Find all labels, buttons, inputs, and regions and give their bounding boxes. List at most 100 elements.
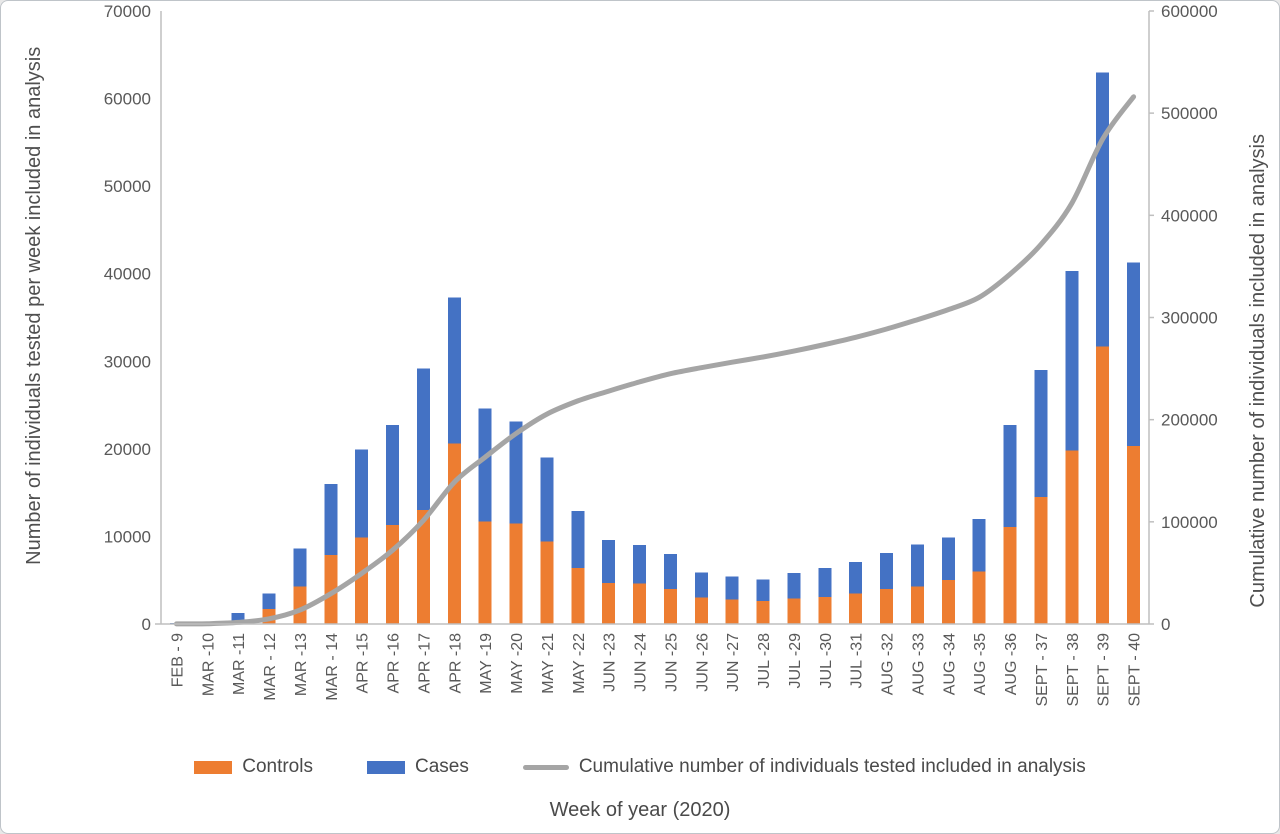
left-tick-label-30000: 30000 [104,352,151,371]
bar-cases-25 [941,537,955,581]
x-tick-label-15: JUN -24 [633,633,650,692]
bar-cases-6 [355,449,369,538]
bar-controls-11 [509,523,523,624]
bar-cases-13 [571,511,585,568]
bar-cases-17 [694,572,708,598]
bar-controls-7 [386,525,400,624]
x-tick-label-23: AUG -32 [880,633,897,695]
bar-cases-22 [849,561,863,594]
bar-controls-25 [941,580,955,624]
bar-cases-2 [231,613,245,622]
bar-controls-4 [293,586,307,624]
x-tick-label-12: MAY -21 [540,633,557,694]
left-tick-label-50000: 50000 [104,177,151,196]
bar-controls-15 [633,583,647,624]
bar-controls-23 [880,588,894,624]
right-tick-label-500000: 500000 [1161,104,1218,123]
bar-controls-8 [416,510,430,624]
x-tick-label-24: AUG -33 [910,633,927,695]
x-tick-label-17: JUN -26 [694,633,711,692]
bar-controls-13 [571,567,585,624]
x-tick-label-13: MAY -22 [571,633,588,694]
right-tick-label-300000: 300000 [1161,309,1218,328]
bar-cases-5 [324,483,338,555]
bar-cases-7 [386,425,400,526]
bar-cases-4 [293,548,307,587]
bar-controls-18 [725,599,739,624]
left-tick-label-0: 0 [142,615,151,634]
bar-controls-19 [756,601,770,624]
bar-cases-12 [540,457,554,542]
x-tick-label-6: APR -15 [355,633,372,694]
x-tick-label-20: JUL -29 [787,633,804,689]
bar-controls-21 [818,596,832,624]
right-tick-label-600000: 600000 [1161,2,1218,21]
legend: Controls Cases Cumulative number of indi… [1,756,1279,778]
legend-swatch-controls-icon [194,760,233,774]
bar-cases-26 [972,518,986,572]
bar-cases-9 [447,297,461,444]
x-tick-label-28: SEPT - 37 [1034,633,1051,707]
bar-controls-29 [1065,450,1079,624]
bar-controls-24 [910,586,924,624]
bar-cases-15 [633,545,647,584]
bar-cases-8 [416,368,430,511]
x-tick-label-9: APR -18 [447,633,464,694]
x-tick-label-14: JUN -23 [602,633,619,692]
x-tick-label-31: SEPT - 40 [1127,633,1144,707]
bar-cases-29 [1065,271,1079,451]
bar-controls-9 [447,443,461,624]
x-tick-label-19: JUL -28 [756,633,773,689]
bar-controls-12 [540,541,554,624]
x-tick-label-22: JUL -31 [849,633,866,689]
right-tick-label-0: 0 [1161,615,1170,634]
legend-swatch-cases-icon [366,760,405,774]
bar-controls-27 [1003,526,1017,624]
x-tick-label-30: SEPT - 39 [1096,633,1113,707]
x-tick-label-11: MAY -20 [509,633,526,694]
x-tick-label-26: AUG -35 [972,633,989,695]
bar-cases-19 [756,579,770,602]
bar-cases-28 [1034,370,1048,498]
x-axis-title: Week of year (2020) [549,799,731,821]
x-tick-label-7: APR -16 [386,633,403,694]
x-tick-label-8: APR -17 [416,633,433,694]
bar-cases-21 [818,567,832,597]
bar-controls-6 [355,537,369,624]
bar-cases-16 [663,553,677,589]
bar-cases-14 [602,539,616,583]
x-tick-label-21: JUL -30 [818,633,835,689]
bar-controls-14 [602,582,616,624]
bar-controls-30 [1096,346,1110,624]
bar-controls-26 [972,571,986,624]
right-tick-label-100000: 100000 [1161,513,1218,532]
legend-label-cases: Cases [414,756,469,777]
bar-controls-10 [478,521,492,624]
legend-label-controls: Controls [242,756,313,777]
bar-cases-3 [262,593,276,610]
bar-cases-20 [787,573,801,599]
x-tick-label-16: JUN -25 [663,633,680,692]
x-tick-label-1: MAR -10 [200,633,217,696]
right-tick-label-200000: 200000 [1161,411,1218,430]
left-tick-label-20000: 20000 [104,440,151,459]
bar-cases-30 [1096,72,1110,347]
bar-controls-20 [787,598,801,624]
legend-swatch-cumulative-line-icon [522,764,569,770]
bar-controls-22 [849,593,863,624]
right-axis-title: Cumulative number of individuals include… [1247,134,1270,608]
bar-controls-28 [1034,497,1048,624]
bar-cases-27 [1003,425,1017,527]
x-tick-label-2: MAR -11 [231,633,248,695]
left-tick-label-70000: 70000 [104,2,151,21]
bar-cases-10 [478,408,492,522]
bar-controls-31 [1127,446,1141,624]
left-tick-label-10000: 10000 [104,527,151,546]
legend-label-cumulative: Cumulative number of individuals tested … [578,756,1086,777]
x-tick-label-10: MAY -19 [478,633,495,694]
x-tick-label-3: MAR - 12 [262,633,279,701]
x-tick-label-25: AUG -34 [941,633,958,695]
bar-cases-31 [1127,262,1141,447]
